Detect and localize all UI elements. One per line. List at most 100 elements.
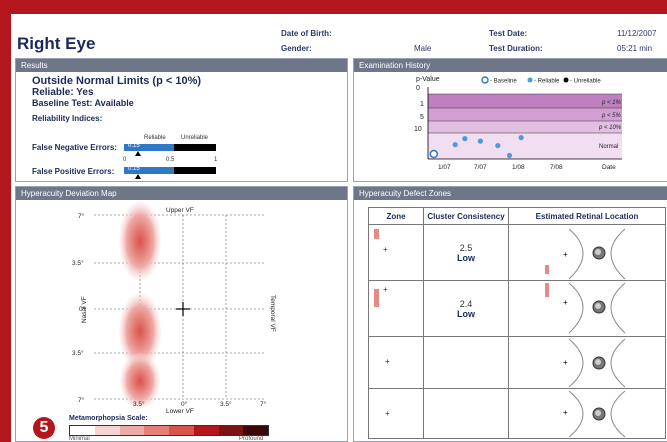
- report-page: Right Eye Date of Birth: Gender: Male Te…: [11, 14, 667, 442]
- false-negative-label: False Negative Errors:: [32, 143, 117, 152]
- svg-text:+: +: [563, 408, 568, 417]
- metamorphopsia-scale-title: Metamorphopsia Scale:: [69, 415, 148, 422]
- band-label-p10: p < 10%: [598, 125, 622, 131]
- legend-unreliable: - Unreliable: [570, 79, 601, 85]
- band-label-p5: p < 5%: [601, 113, 622, 119]
- zone-1-cc-level: Low: [457, 252, 475, 263]
- gender-value: Male: [414, 44, 432, 53]
- y-tick-0: 0: [416, 85, 420, 92]
- svg-text:+: +: [563, 298, 568, 307]
- hdm-y-tick-zero: 0°: [79, 305, 86, 313]
- y-tick-1: 1: [420, 101, 424, 108]
- y-tick-5: 5: [420, 114, 424, 121]
- zone-row-3: + +: [368, 336, 666, 389]
- history-point-4: [477, 138, 483, 144]
- zone-2-cc-value: 2.4: [459, 298, 473, 309]
- x-tick-1: 1/07: [438, 164, 451, 171]
- results-panel: Results Outside Normal Limits (p < 10%) …: [15, 58, 348, 182]
- test-duration-value: 05:21 min: [617, 44, 653, 53]
- history-point-7: [518, 135, 524, 141]
- history-point-2: [452, 142, 458, 148]
- gender-label: Gender:: [281, 44, 312, 53]
- history-point-3: [462, 136, 468, 142]
- zone-1-cc-value: 2.5: [459, 242, 473, 253]
- history-panel: Examination History p-Value - Baseline -…: [353, 58, 667, 182]
- false-negative-value: 0.15: [128, 143, 140, 149]
- scale-swatch-7: [218, 426, 244, 435]
- false-positive-label: False Positive Errors:: [32, 167, 115, 176]
- fn-tick-1: 1: [214, 157, 218, 163]
- hdm-map: Upper VF Lower VF Nasal VF Temporal VF 7…: [72, 201, 276, 415]
- history-point-1: [429, 149, 439, 159]
- hdm-title: Hyperacuity Deviation Map: [16, 187, 347, 200]
- fn-tick-0: 0: [123, 157, 127, 163]
- reliable-heading: Reliable: [144, 135, 166, 141]
- hdm-y-tick-top: 7°: [78, 212, 85, 220]
- scale-swatch-6: [193, 426, 219, 435]
- scale-max-label: Profound: [239, 436, 264, 442]
- hdm-x-tick-4: 7°: [260, 400, 267, 408]
- retina-diagram-1: +: [545, 228, 626, 280]
- reliability-indices-title: Reliability Indices:: [32, 114, 103, 123]
- test-date-label: Test Date:: [489, 29, 528, 38]
- nasal-vf-label: Nasal VF: [81, 296, 88, 323]
- zone-row-2: + 2.4 Low +: [368, 280, 666, 337]
- results-reliable: Reliable: Yes: [32, 87, 94, 98]
- legend-reliable-marker: [527, 77, 533, 83]
- defect-zones-title: Hyperacuity Defect Zones: [354, 187, 667, 200]
- col-retinal-location: Estimated Retinal Location: [508, 207, 666, 225]
- hdm-x-tick-1: 3.5°: [133, 400, 145, 408]
- hdm-y-tick-lower: 3.5°: [72, 349, 84, 357]
- col-zone: Zone: [368, 207, 424, 225]
- results-status: Outside Normal Limits (p < 10%): [32, 75, 202, 87]
- temporal-vf-label: Temporal VF: [269, 295, 276, 332]
- retina-diagram-2: +: [545, 282, 626, 334]
- results-title: Results: [16, 59, 347, 72]
- scale-swatch-8: [243, 426, 268, 435]
- test-date-value: 11/12/2007: [617, 29, 657, 38]
- y-tick-10: 10: [414, 126, 422, 133]
- history-points: [429, 135, 524, 159]
- false-positive-unreliable-zone: [174, 167, 216, 174]
- scale-swatch-4: [144, 426, 169, 435]
- false-negative-marker: [134, 151, 141, 156]
- hdm-y-tick-upper: 3.5°: [72, 259, 84, 267]
- test-duration-label: Test Duration:: [489, 44, 543, 53]
- false-negative-unreliable-zone: [174, 144, 216, 151]
- fn-tick-05: 0.5: [166, 157, 175, 163]
- lower-vf-label: Lower VF: [166, 408, 194, 415]
- defect-zones-table: Zone Cluster Consistency Estimated Retin…: [368, 207, 666, 439]
- zone-row-4: + +: [368, 388, 666, 439]
- unreliable-heading: Unreliable: [181, 135, 209, 141]
- legend-baseline: - Baseline: [490, 79, 517, 85]
- hdm-y-tick-bottom: 7°: [78, 396, 85, 404]
- retina-diagram-3: +: [563, 338, 626, 388]
- col-cluster-consistency: Cluster Consistency: [423, 207, 509, 225]
- eye-title: Right Eye: [17, 34, 96, 53]
- scale-swatch-5: [169, 426, 194, 435]
- retina-diagram-4: +: [563, 390, 626, 438]
- scale-swatch-1: [70, 426, 95, 435]
- defect-blob-lower-1: [119, 293, 161, 369]
- legend-unreliable-marker: [563, 77, 569, 83]
- legend-reliable: - Reliable: [534, 79, 560, 85]
- svg-text:+: +: [563, 358, 568, 367]
- false-negative-reliable-zone: [124, 144, 174, 151]
- section-number-badge: 5: [33, 417, 55, 439]
- scale-swatch-3: [119, 426, 145, 435]
- metamorphopsia-scale-bar: [69, 425, 269, 436]
- false-positive-reliable-zone: [124, 167, 174, 174]
- history-point-5: [495, 142, 501, 149]
- band-normal: [428, 133, 622, 159]
- false-positive-marker: [134, 174, 141, 179]
- x-tick-3: 1/08: [512, 164, 525, 171]
- band-p10: [428, 121, 622, 133]
- hdm-x-tick-2: 0°: [181, 400, 188, 408]
- scale-min-label: Minimal: [69, 436, 90, 442]
- history-point-6: [506, 152, 513, 159]
- legend-baseline-marker: [481, 76, 489, 84]
- x-tick-2: 7/07: [474, 164, 487, 171]
- defect-blob-lower-2: [120, 353, 160, 409]
- scale-swatch-2: [94, 426, 120, 435]
